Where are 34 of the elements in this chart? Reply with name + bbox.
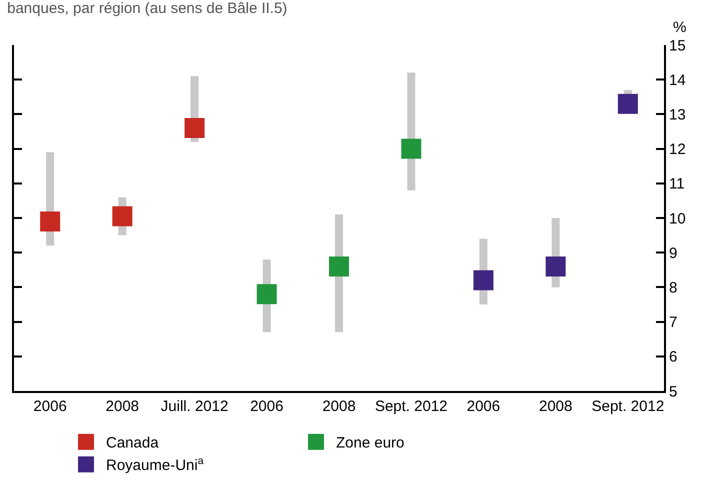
y-tick-label: 6 — [669, 348, 678, 366]
y-tick-label: 14 — [669, 72, 686, 89]
point — [546, 256, 566, 276]
point — [112, 206, 132, 226]
x-tick-label: 2006 — [33, 398, 67, 415]
point — [473, 270, 494, 290]
chart-title: banques, par région (au sens de Bâle II.5) — [7, 0, 288, 17]
y-tick-label: 10 — [669, 210, 686, 228]
y-tick-label: 12 — [669, 141, 686, 158]
point — [329, 256, 349, 276]
legend-label: Royaume-Uni$^{a}$ — [106, 454, 204, 474]
y-axis-title: % — [673, 19, 686, 36]
point — [256, 284, 277, 304]
x-tick-label: 2008 — [538, 398, 572, 415]
y-tick-label: 5 — [669, 383, 678, 400]
x-tick-label: 2006 — [250, 398, 284, 415]
y-tick-label: 13 — [669, 106, 686, 124]
x-tick-label: Juill. 2012 — [160, 398, 228, 415]
y-tick-label: 15 — [669, 37, 686, 54]
point — [401, 138, 422, 159]
legend-label: Zone euro — [336, 434, 404, 452]
point — [40, 211, 60, 232]
legend-label: Canada — [106, 434, 160, 452]
point — [618, 94, 638, 114]
point — [184, 118, 205, 138]
x-tick-label: Sept. 2012 — [592, 398, 664, 415]
x-tick-label: 2006 — [466, 398, 500, 415]
y-tick-label: 9 — [669, 244, 678, 262]
y-tick-label: 8 — [669, 279, 678, 296]
x-tick-label: Sept. 2012 — [374, 398, 448, 415]
x-tick-label: 2008 — [322, 398, 356, 415]
y-tick-label: 7 — [669, 314, 678, 332]
x-tick-label: 2008 — [106, 398, 140, 415]
y-tick-label: 11 — [669, 176, 685, 193]
